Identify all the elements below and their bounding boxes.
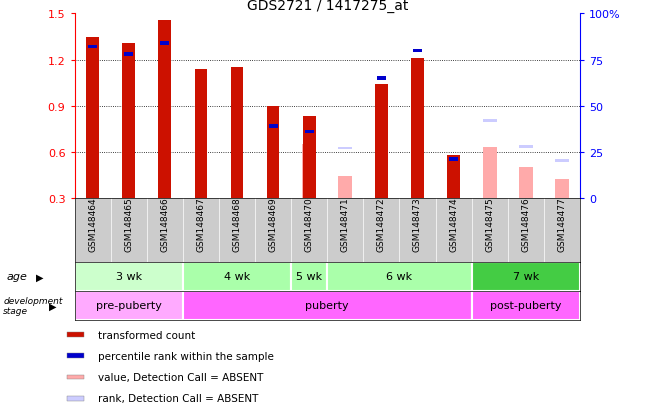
Bar [302, 145, 316, 198]
Bar [483, 120, 496, 122]
Bar [183, 291, 472, 320]
Bar [377, 77, 386, 81]
Bar [338, 177, 353, 198]
Text: ▶: ▶ [49, 301, 56, 311]
Bar [449, 158, 458, 161]
Text: post-puberty: post-puberty [490, 301, 562, 311]
Bar [67, 375, 84, 380]
Bar [519, 145, 533, 148]
Bar [86, 38, 99, 198]
Bar [122, 43, 135, 198]
Bar [160, 42, 169, 45]
Bar [75, 262, 183, 291]
Bar [519, 168, 533, 198]
Bar [75, 291, 183, 320]
Bar [305, 131, 314, 134]
Text: 7 wk: 7 wk [513, 272, 539, 282]
Bar [291, 262, 327, 291]
Bar [268, 125, 277, 128]
Bar [472, 291, 580, 320]
Text: 5 wk: 5 wk [296, 272, 322, 282]
Text: 4 wk: 4 wk [224, 272, 250, 282]
Text: 3 wk: 3 wk [115, 272, 142, 282]
Bar [472, 262, 580, 291]
Bar [67, 354, 84, 358]
Bar [555, 180, 569, 198]
Bar [231, 68, 243, 198]
Text: development
stage: development stage [3, 296, 63, 315]
Bar [375, 85, 388, 198]
Bar [411, 59, 424, 198]
Bar [447, 155, 460, 198]
Bar [483, 148, 496, 198]
Bar [183, 262, 291, 291]
Bar [338, 147, 353, 150]
Text: 6 wk: 6 wk [386, 272, 413, 282]
Text: rank, Detection Call = ABSENT: rank, Detection Call = ABSENT [98, 393, 258, 403]
Text: transformed count: transformed count [98, 330, 195, 340]
Bar [159, 21, 171, 198]
Bar [555, 160, 569, 163]
Text: percentile rank within the sample: percentile rank within the sample [98, 351, 273, 361]
Bar [194, 70, 207, 198]
Bar [124, 53, 133, 57]
Bar [327, 262, 472, 291]
Bar [67, 332, 84, 337]
Bar [67, 396, 84, 401]
Text: value, Detection Call = ABSENT: value, Detection Call = ABSENT [98, 372, 263, 382]
Text: ▶: ▶ [36, 272, 43, 282]
Bar [267, 106, 279, 198]
Text: puberty: puberty [305, 301, 349, 311]
Bar [413, 50, 422, 53]
Text: pre-puberty: pre-puberty [96, 301, 161, 311]
Title: GDS2721 / 1417275_at: GDS2721 / 1417275_at [246, 0, 408, 14]
Bar [88, 46, 97, 49]
Text: age: age [6, 272, 27, 282]
Bar [303, 117, 316, 198]
